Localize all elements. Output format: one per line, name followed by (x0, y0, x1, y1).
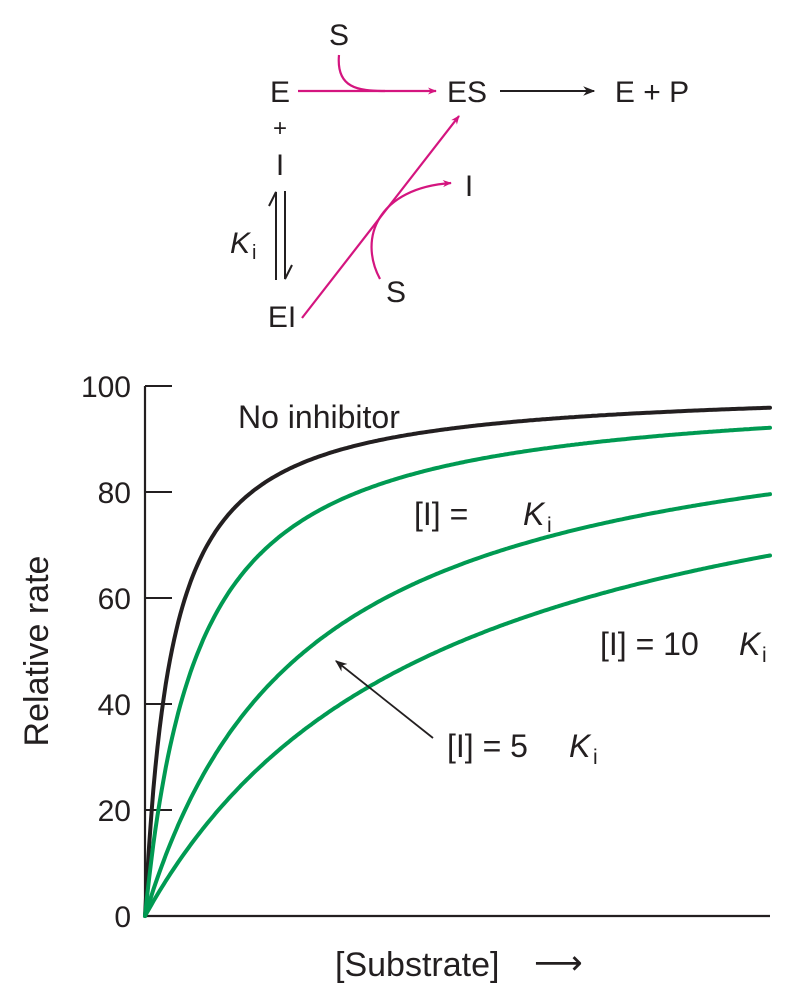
ki-k: K (230, 227, 252, 260)
y-ticks: 0 20 40 60 80 100 (81, 371, 172, 934)
label-ki1: [I] = K i (414, 496, 552, 537)
scheme-es-complex: ES (447, 76, 487, 109)
label-ki10-sub: i (762, 644, 767, 667)
chart-area: 0 20 40 60 80 100 No inhibitor [I] = K i [I] … (18, 371, 772, 984)
curves (143, 405, 772, 918)
curve-ki10 (143, 553, 772, 918)
label-no-inhibitor: No inhibitor (238, 399, 400, 435)
scheme-substrate-top: S (329, 19, 349, 52)
label-ki10-prefix: [I] = 10 (600, 626, 699, 662)
label-ki1-sub: i (547, 514, 552, 537)
label-ki10-k: K (739, 626, 762, 662)
label-ki1-k: K (523, 496, 546, 532)
reaction-scheme: S E ES E + P + I EI I S K i (230, 19, 689, 334)
label-ki5-sub: i (593, 746, 598, 769)
scheme-substrate-bottom: S (386, 276, 406, 309)
curve-none (143, 405, 772, 918)
label-ki5: [I] = 5 K i (447, 728, 598, 769)
label-ki1-prefix: [I] = (414, 496, 468, 532)
curve-ki5 (143, 492, 772, 918)
scheme-ki-label: K i (230, 227, 256, 264)
substrate-entry-curve (337, 54, 386, 93)
scheme-plus: + (273, 115, 287, 142)
x-axis-label: [Substrate] (335, 946, 499, 984)
y-tick-label: 100 (81, 371, 131, 404)
y-tick-label: 0 (114, 901, 131, 934)
y-tick-label: 60 (98, 583, 131, 616)
y-tick-label: 40 (98, 689, 131, 722)
inhibitor-release-curve (370, 179, 452, 280)
x-axis-arrow: ⟶ (534, 944, 583, 982)
ki-subscript: i (252, 242, 256, 264)
scheme-inhibitor: I (276, 149, 284, 182)
label-ki5-prefix: [I] = 5 (447, 728, 528, 764)
y-tick-label: 20 (98, 795, 131, 828)
y-tick-label: 80 (98, 477, 131, 510)
equilibrium-down-arrow (284, 191, 293, 280)
scheme-ei-complex: EI (268, 301, 296, 334)
equilibrium-up-arrow (268, 191, 277, 280)
label-ki10: [I] = 10 K i (600, 626, 767, 667)
scheme-enzyme: E (270, 76, 290, 109)
scheme-released-inhibitor: I (465, 170, 473, 203)
curve-ki1 (143, 425, 772, 918)
scheme-product: E + P (615, 76, 689, 109)
ki5-pointer-arrow (335, 660, 434, 739)
label-ki5-k: K (569, 728, 592, 764)
y-axis-label: Relative rate (18, 556, 56, 747)
